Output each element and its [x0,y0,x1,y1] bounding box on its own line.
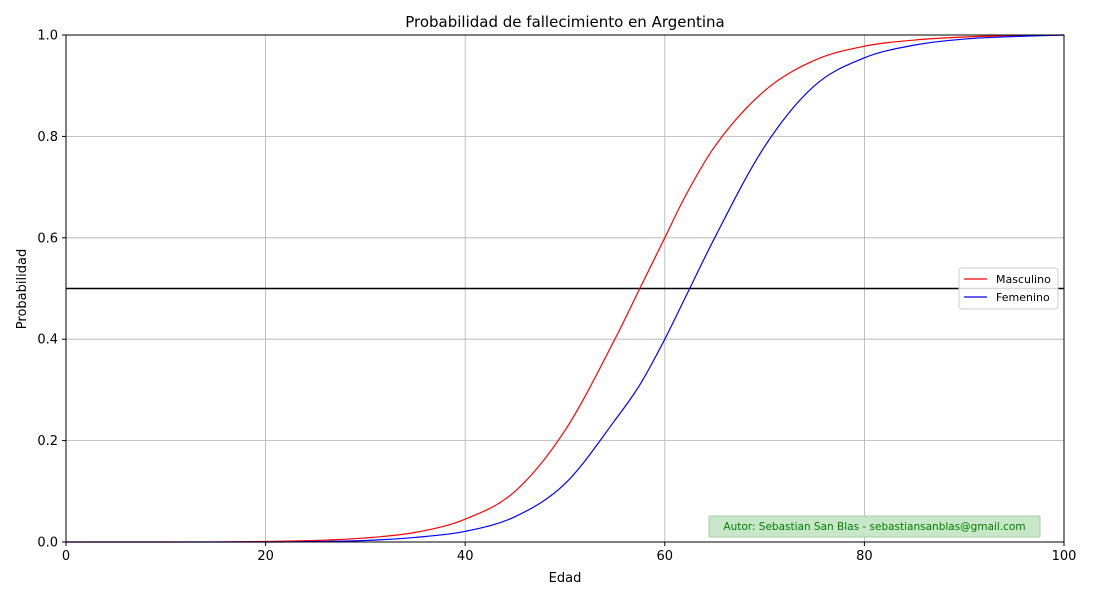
x-tick-label: 60 [657,549,674,564]
y-tick-label: 0.2 [37,434,58,449]
y-tick-label: 0.8 [37,130,58,145]
y-tick-label: 1.0 [37,29,58,44]
y-axis-label: Probabilidad [15,249,30,329]
legend-label-femenino: Femenino [996,291,1050,304]
y-tick-label: 0.0 [37,536,58,551]
x-tick-label: 40 [457,549,474,564]
ticks: 0 20 40 60 80 100 0.0 0.2 0.4 0.6 0.8 1.0 [37,29,1076,565]
credit-box [708,515,1041,538]
series-line-masculino [65,34,1065,543]
x-tick-label: 0 [62,549,70,564]
axes [65,34,1065,543]
legend-box [958,267,1059,310]
x-axis-label: Edad [549,571,582,586]
chart-title: Probabilidad de fallecimiento en Argenti… [405,13,725,31]
x-tick-label: 100 [1052,549,1077,564]
series-line-femenino [65,34,1065,543]
credit-text: Autor: Sebastian San Blas - sebastiansan… [723,521,1025,533]
legend: Masculino Femenino [958,267,1059,310]
series [65,34,1065,543]
y-tick-label: 0.6 [37,231,58,246]
y-tick-label: 0.4 [37,333,58,348]
x-tick-label: 80 [856,549,873,564]
legend-label-masculino: Masculino [996,273,1051,286]
credit-annotation: Autor: Sebastian San Blas - sebastiansan… [708,515,1041,538]
plot-frame [65,34,1065,543]
x-tick-label: 20 [257,549,274,564]
